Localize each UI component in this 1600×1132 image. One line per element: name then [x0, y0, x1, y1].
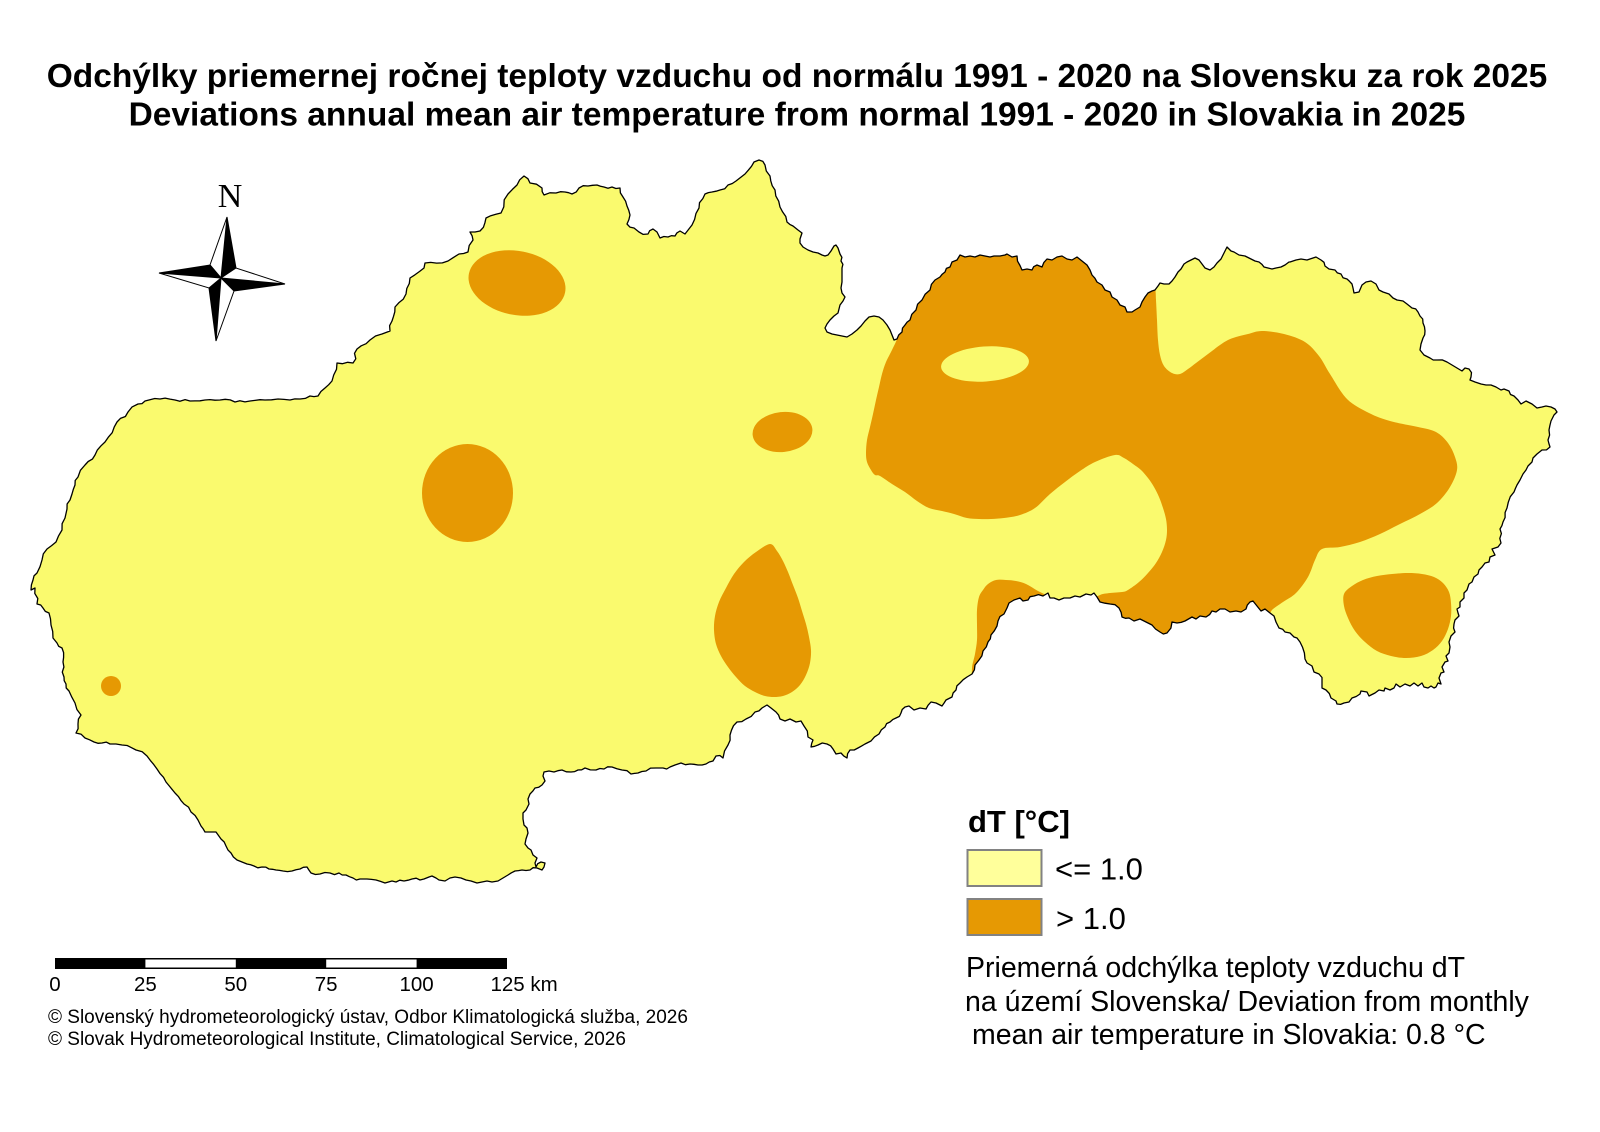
svg-text:mean air temperature in Slovak: mean air temperature in Slovakia: 0.8 °C: [972, 1019, 1486, 1051]
svg-text:N: N: [218, 178, 243, 215]
svg-text:<= 1.0: <= 1.0: [1055, 852, 1143, 887]
svg-text:© Slovenský hydrometeorologick: © Slovenský hydrometeorologický ústav, O…: [48, 1007, 688, 1028]
svg-text:75: 75: [315, 973, 338, 996]
svg-text:dT [°C]: dT [°C]: [968, 804, 1070, 839]
svg-text:50: 50: [224, 973, 247, 996]
svg-text:Priemerná odchýlka teploty vzd: Priemerná odchýlka teploty vzduchu dT: [966, 952, 1465, 984]
svg-text:100: 100: [399, 973, 433, 996]
svg-text:125 km: 125 km: [491, 973, 558, 996]
svg-text:na území Slovenska/ Deviation: na území Slovenska/ Deviation from month…: [965, 986, 1530, 1018]
svg-text:Deviations annual mean air tem: Deviations annual mean air temperature f…: [129, 97, 1466, 134]
svg-text:© Slovak Hydrometeorological I: © Slovak Hydrometeorological Institute, …: [48, 1029, 626, 1050]
svg-text:25: 25: [134, 973, 157, 996]
svg-text:0: 0: [49, 973, 60, 996]
svg-text:Odchýlky priemernej ročnej tep: Odchýlky priemernej ročnej teploty vzduc…: [47, 58, 1548, 95]
svg-text:> 1.0: > 1.0: [1056, 901, 1126, 936]
